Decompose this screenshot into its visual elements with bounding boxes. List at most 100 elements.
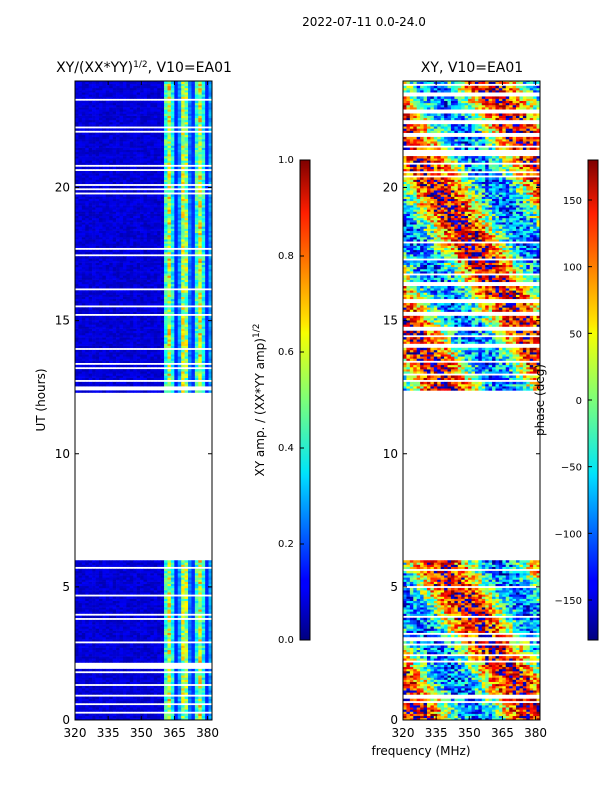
- heatmap-cell: [98, 286, 103, 289]
- heatmap-cell: [98, 328, 103, 332]
- heatmap-cell: [112, 677, 117, 680]
- heatmap-cell: [174, 626, 179, 629]
- heatmap-cell: [116, 639, 120, 642]
- heatmap-cell: [150, 583, 155, 587]
- heatmap-cell: [85, 354, 89, 357]
- heatmap-cell: [198, 383, 203, 387]
- heatmap-cell: [119, 381, 124, 385]
- heatmap-cell: [177, 602, 182, 606]
- heatmap-cell: [109, 251, 113, 255]
- heatmap-cell: [133, 294, 137, 297]
- heatmap-cell: [188, 298, 192, 302]
- heatmap-cell: [81, 245, 86, 248]
- heatmap-cell: [201, 381, 206, 385]
- heatmap-cell: [194, 268, 199, 272]
- heatmap-cell: [164, 371, 168, 374]
- heatmap-cell: [85, 343, 89, 346]
- heatmap-cell: [191, 281, 196, 285]
- heatmap-cell: [88, 268, 93, 272]
- heatmap-cell: [105, 698, 110, 702]
- heatmap-cell: [201, 598, 206, 602]
- heatmap-cell: [143, 679, 148, 682]
- heatmap-cell: [122, 373, 127, 376]
- heatmap-cell: [153, 268, 158, 272]
- heatmap-cell: [88, 675, 93, 678]
- heatmap-cell: [85, 281, 89, 285]
- heatmap-cell: [201, 647, 206, 651]
- heatmap-cell: [181, 679, 185, 682]
- heatmap-cell: [198, 647, 203, 651]
- heatmap-cell: [112, 562, 117, 565]
- heatmap-cell: [136, 360, 141, 363]
- heatmap-cell: [88, 317, 93, 321]
- heatmap-cell: [88, 322, 93, 325]
- heatmap-cell: [133, 611, 137, 614]
- heatmap-cell: [122, 622, 127, 625]
- heatmap-cell: [85, 286, 89, 289]
- heatmap-cell: [201, 268, 206, 272]
- heatmap-cell: [129, 239, 134, 242]
- heatmap-cell: [188, 700, 192, 704]
- heatmap-cell: [136, 245, 141, 248]
- heatmap-cell: [153, 653, 158, 657]
- heatmap-cell: [150, 658, 155, 661]
- heatmap-cell: [194, 575, 199, 578]
- heatmap-cell: [105, 677, 110, 680]
- heatmap-cell: [181, 383, 185, 387]
- heatmap-cell: [160, 598, 165, 602]
- heatmap-cell: [164, 277, 168, 280]
- heatmap-cell: [122, 685, 127, 689]
- heatmap-cell: [177, 309, 182, 312]
- heatmap-cell: [153, 568, 158, 572]
- heatmap-cell: [88, 339, 93, 342]
- heatmap-cell: [205, 611, 209, 614]
- heatmap-cell: [164, 713, 168, 717]
- heatmap-cell: [181, 266, 185, 270]
- heatmap-cell: [112, 698, 117, 702]
- heatmap-cell: [143, 656, 148, 659]
- heatmap-cell: [140, 622, 144, 625]
- heatmap-cell: [109, 296, 113, 300]
- heatmap-cell: [170, 300, 175, 304]
- heatmap-cell: [146, 328, 151, 332]
- heatmap-cell: [191, 596, 196, 599]
- heatmap-cell: [174, 260, 179, 263]
- heatmap-cell: [116, 685, 120, 689]
- heatmap-cell: [109, 651, 113, 655]
- heatmap-cell: [150, 332, 155, 336]
- heatmap-cell: [129, 685, 134, 689]
- heatmap-cell: [201, 286, 206, 289]
- heatmap-cell: [157, 713, 161, 717]
- heatmap-cell: [78, 251, 83, 255]
- heatmap-cell: [160, 273, 165, 276]
- heatmap-cell: [181, 300, 185, 304]
- heatmap-cell: [78, 298, 83, 302]
- heatmap-cell: [150, 268, 155, 272]
- heatmap-cell: [146, 241, 151, 244]
- heatmap-cell: [133, 583, 137, 587]
- heatmap-cell: [112, 628, 117, 631]
- heatmap-cell: [116, 326, 120, 329]
- heatmap-cell: [177, 570, 182, 574]
- heatmap-cell: [157, 234, 161, 238]
- heatmap-cell: [95, 587, 100, 591]
- heatmap-cell: [157, 326, 161, 329]
- heatmap-cell: [85, 690, 89, 693]
- heatmap-cell: [126, 341, 131, 344]
- heatmap-cell: [146, 649, 151, 653]
- heatmap-cell: [174, 609, 179, 612]
- heatmap-cell: [112, 619, 117, 623]
- heatmap-cell: [198, 630, 203, 633]
- heatmap-cell: [181, 258, 185, 261]
- heatmap-cell: [150, 596, 155, 599]
- heatmap-cell: [143, 234, 148, 238]
- heatmap-cell: [102, 300, 107, 304]
- heatmap-cell: [140, 277, 144, 280]
- heatmap-cell: [181, 290, 185, 293]
- heatmap-cell: [140, 245, 144, 248]
- heatmap-cell: [133, 647, 137, 651]
- heatmap-cell: [164, 364, 168, 368]
- heatmap-cell: [164, 337, 168, 340]
- heatmap-cell: [92, 658, 96, 661]
- heatmap-cell: [170, 341, 175, 344]
